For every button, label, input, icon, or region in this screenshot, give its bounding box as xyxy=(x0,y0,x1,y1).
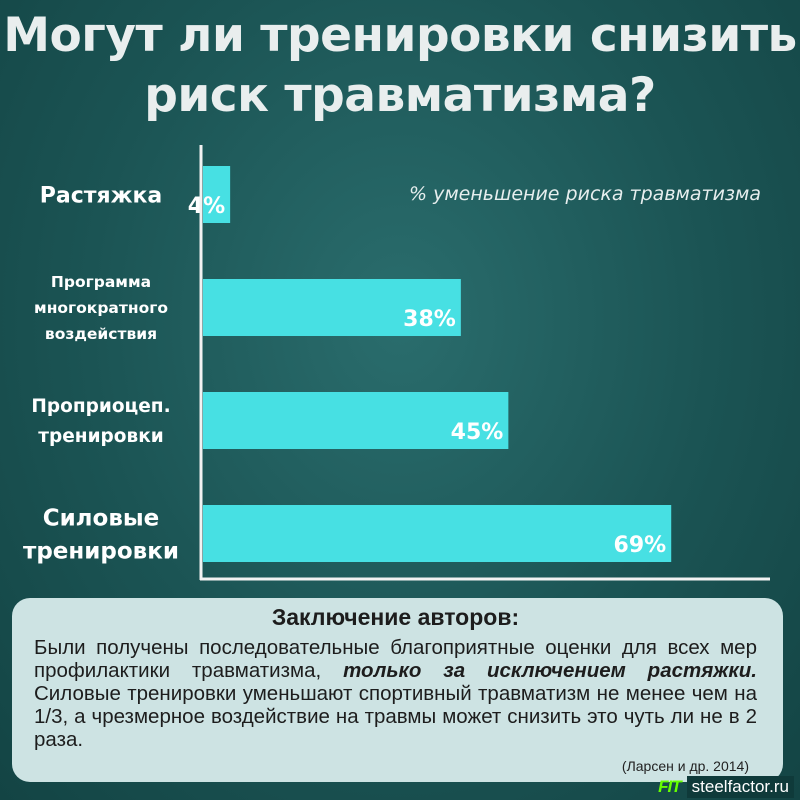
value-label-2: 38% xyxy=(403,307,456,332)
watermark: FIT steelfactor.ru xyxy=(658,776,794,798)
labels-layer: 4% Растяжка 38% Программа многократного возде… xyxy=(23,183,666,564)
conclusion-text: Были получены последовательные благоприя… xyxy=(34,636,757,751)
chart-legend: % уменьшение риска травматизма xyxy=(409,183,761,205)
bar-3 xyxy=(203,392,509,449)
bar-1 xyxy=(203,166,231,223)
title-line-2: риск травматизма? xyxy=(144,68,656,123)
value-label-3: 45% xyxy=(451,420,504,445)
category-label-4-line-2: тренировки xyxy=(23,538,179,564)
category-label-2-line-2: многократного xyxy=(34,299,168,317)
conclusion-title: Заключение авторов: xyxy=(271,604,520,630)
title-line-1: Могут ли тренировки снизить xyxy=(3,8,797,63)
category-label-1-line-1: Растяжка xyxy=(40,183,163,208)
category-label-3-line-1: Проприоцеп. xyxy=(31,396,170,417)
category-label-2-line-3: воздействия xyxy=(45,325,157,343)
bars-layer xyxy=(203,166,672,562)
category-label-4-line-1: Силовые xyxy=(43,505,160,531)
bar-2 xyxy=(203,279,461,336)
category-label-2-line-1: Программа xyxy=(51,273,151,291)
page-title: Могут ли тренировки снизить риск травмат… xyxy=(0,6,800,126)
watermark-site: steelfactor.ru xyxy=(686,776,794,798)
value-label-1: 4% xyxy=(188,194,225,219)
conclusion-emphasis: только за исключением растяжки. xyxy=(343,659,757,682)
citation: (Ларсен и др. 2014) xyxy=(621,758,749,774)
conclusion-text-start: Были получены последовательные благоприя… xyxy=(34,636,757,682)
value-label-4: 69% xyxy=(614,533,667,558)
watermark-logo: FIT xyxy=(658,777,681,796)
category-label-3-line-2: тренировки xyxy=(38,426,163,447)
conclusion-text-end: Силовые тренировки уменьшают спортивный … xyxy=(34,682,757,751)
bar-chart: 4% Растяжка 38% Программа многократного возде… xyxy=(23,145,770,581)
bar-4 xyxy=(203,505,672,562)
conclusion-box: Заключение авторов: Были получены послед… xyxy=(12,598,783,782)
